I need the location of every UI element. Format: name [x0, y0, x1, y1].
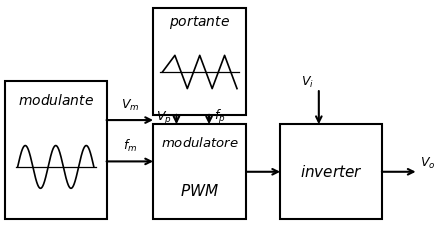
Bar: [5, 81, 107, 219]
Text: $\mathit{portante}$: $\mathit{portante}$: [169, 14, 230, 31]
Text: $f_p$: $f_p$: [214, 108, 225, 126]
Text: $V_o$: $V_o$: [420, 156, 435, 171]
Bar: [280, 124, 382, 219]
Text: $V_p$: $V_p$: [156, 109, 171, 126]
Text: $f_m$: $f_m$: [123, 138, 137, 154]
Text: $\mathit{modulatore}$: $\mathit{modulatore}$: [161, 136, 239, 150]
Text: $V_i$: $V_i$: [301, 75, 314, 90]
Text: $\mathit{PWM}$: $\mathit{PWM}$: [180, 183, 219, 199]
Text: $\mathit{inverter}$: $\mathit{inverter}$: [299, 164, 363, 180]
Text: $\mathit{modulante}$: $\mathit{modulante}$: [17, 93, 94, 108]
Bar: [153, 8, 246, 115]
Bar: [153, 124, 246, 219]
Text: $V_m$: $V_m$: [121, 98, 139, 113]
